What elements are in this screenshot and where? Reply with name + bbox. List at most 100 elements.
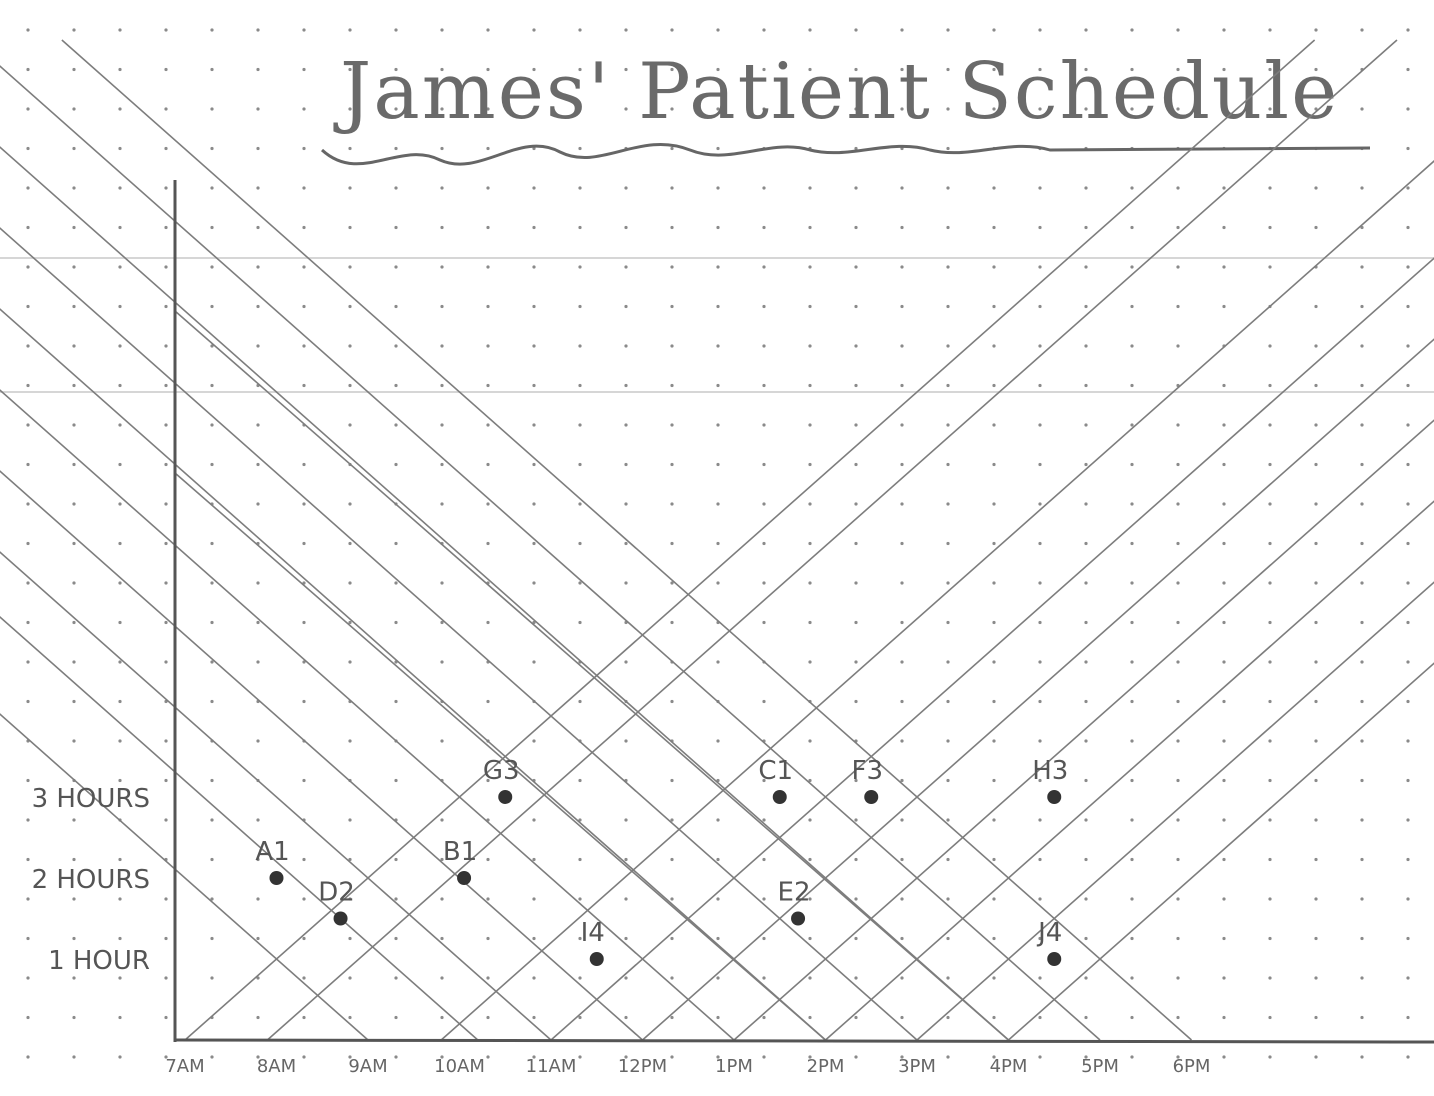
grid-dot [854,818,858,822]
x-tick-label: 3PM [898,1056,936,1077]
grid-dot [302,620,306,625]
grid-dot [1176,936,1180,941]
falling-diagonal-from-axis [174,310,1010,1041]
grid-dot [1222,897,1226,901]
grid-dot [808,739,812,743]
grid-dot [1130,778,1134,783]
grid-dot [1130,186,1134,190]
grid-dot [808,502,812,506]
grid-dot [1314,581,1318,585]
grid-dot [210,936,214,941]
grid-dot [1130,1015,1134,1020]
grid-dot [670,778,674,783]
grid-dot [1360,778,1364,783]
grid-dot [1084,699,1088,704]
grid-dot [210,383,214,388]
grid-dot [1130,462,1134,467]
grid-dot [72,225,76,230]
grid-dot [946,502,950,506]
grid-dot [302,1055,306,1059]
grid-dot [762,936,766,941]
grid-dot [992,107,996,111]
grid-dot [900,739,904,743]
grid-dot [302,225,306,230]
grid-dot [808,462,812,467]
falling-diagonal [0,308,827,1041]
grid-dot [440,739,444,743]
grid-dot [762,383,766,388]
grid-dot [348,383,352,388]
grid-dot [578,936,582,941]
grid-dot [1360,818,1364,822]
grid-dot [578,778,582,783]
grid-dot [854,541,858,546]
grid-dot [486,28,490,32]
grid-dot [440,462,444,467]
grid-dot [164,344,168,348]
patient-label: C1 [758,756,793,786]
grid-dot [1130,897,1134,901]
grid-dot [1038,67,1042,72]
grid-dot [1176,976,1180,980]
grid-dot [1084,660,1088,664]
grid-dot [440,1015,444,1020]
grid-dot [992,818,996,822]
grid-dot [578,304,582,309]
grid-dot [946,304,950,309]
grid-dot [1268,857,1272,862]
grid-dot [900,897,904,901]
x-tick-label: 9AM [348,1056,387,1077]
grid-dot [26,502,30,506]
grid-dot [210,581,214,585]
grid-dot [670,28,674,32]
grid-dot [1084,541,1088,546]
grid-dot [1406,462,1410,467]
grid-dot [992,1055,996,1059]
grid-dot [210,225,214,230]
grid-dot [900,699,904,704]
grid-dot [1406,28,1410,32]
grid-dot [1314,186,1318,190]
grid-dot [946,28,950,32]
grid-dot [394,620,398,625]
grid-dot [26,818,30,822]
grid-dot [210,107,214,111]
rising-diagonal [641,338,1434,1041]
grid-dot [1314,67,1318,72]
patient-point [1047,790,1062,804]
grid-dot [1406,936,1410,941]
grid-dot [302,699,306,704]
grid-dot [808,383,812,388]
grid-dot [210,28,214,32]
grid-dot [118,897,122,901]
grid-dot [854,778,858,783]
grid-dot [808,265,812,269]
rising-diagonal [916,581,1434,1041]
grid-dot [1084,1055,1088,1059]
grid-dot [1176,857,1180,862]
grid-dot [72,541,76,546]
grid-dot [946,739,950,743]
grid-dot [762,1055,766,1059]
grid-dot [1360,107,1364,111]
grid-dot [72,146,76,151]
grid-dot [1222,462,1226,467]
grid-dot [1130,423,1134,427]
grid-dot [1222,857,1226,862]
grid-dot [26,383,30,388]
grid-dot [302,28,306,32]
grid-dot [946,225,950,230]
grid-dot [26,225,30,230]
grid-dot [808,304,812,309]
grid-dot [854,344,858,348]
grid-dot [302,67,306,72]
grid-dot [486,107,490,111]
grid-dot [1406,976,1410,980]
grid-dot [164,818,168,822]
grid-dot [624,423,628,427]
grid-dot [578,423,582,427]
grid-dot [118,1055,122,1059]
grid-dot [900,107,904,111]
grid-dot [1314,423,1318,427]
grid-dot [1038,739,1042,743]
